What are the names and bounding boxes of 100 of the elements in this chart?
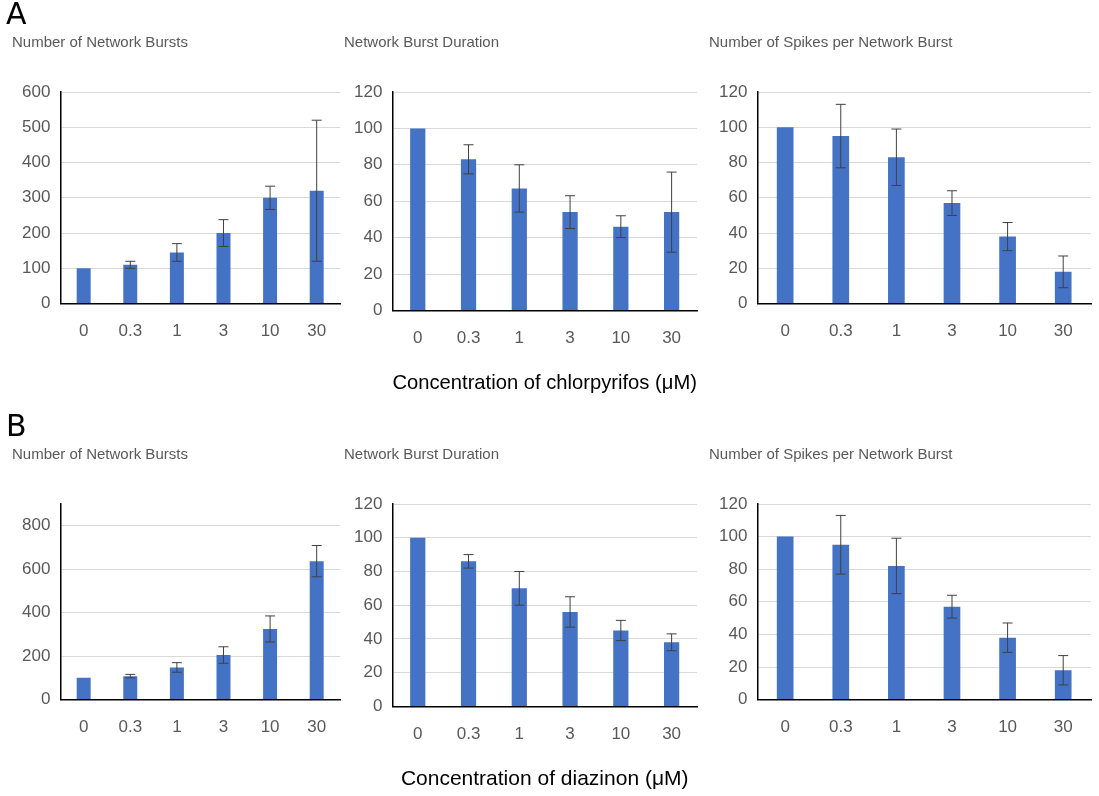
x-tick-label: 0 xyxy=(780,321,790,341)
bar xyxy=(888,565,905,700)
bar xyxy=(76,677,91,700)
bar xyxy=(511,188,527,310)
bar xyxy=(216,655,231,700)
x-tick-label: 3 xyxy=(947,717,957,737)
y-tick-label: 200 xyxy=(21,222,51,242)
bar xyxy=(169,667,184,700)
x-tick-label: 30 xyxy=(1053,717,1073,737)
y-tick-label: 100 xyxy=(21,258,51,278)
y-tick-label: 600 xyxy=(21,81,51,101)
x-tick-label: 10 xyxy=(998,717,1018,737)
x-tick-label: 3 xyxy=(565,724,575,744)
bar xyxy=(123,264,138,304)
bar xyxy=(1054,670,1072,700)
x-tick-label: 3 xyxy=(218,321,229,341)
chart-title: Number of Network Bursts xyxy=(12,445,188,463)
y-tick-label: 40 xyxy=(728,624,748,644)
y-tick-label: 300 xyxy=(21,187,51,207)
x-tick-label: 10 xyxy=(260,717,280,737)
x-tick-label: 0.3 xyxy=(456,724,481,744)
y-tick-label: 0 xyxy=(737,293,748,313)
y-tick-label: 0 xyxy=(40,689,51,709)
x-tick-label: 0.3 xyxy=(118,717,143,737)
y-tick-label: 100 xyxy=(718,116,748,136)
x-tick-label: 0.3 xyxy=(828,321,853,341)
bar xyxy=(562,212,578,310)
bar xyxy=(664,642,680,706)
chart-title: Network Burst Duration xyxy=(344,445,500,463)
y-tick-label: 400 xyxy=(21,152,51,172)
x-tick-label: 0 xyxy=(780,717,790,737)
y-tick-label: 400 xyxy=(21,602,51,622)
bar xyxy=(309,190,324,304)
x-tick-label: 1 xyxy=(514,724,525,744)
chart-title: Number of Spikes per Network Burst xyxy=(709,33,954,51)
chart-title: Number of Spikes per Network Burst xyxy=(709,445,954,463)
y-tick-label: 800 xyxy=(21,515,51,535)
bar xyxy=(943,606,961,700)
x-tick-label: 1 xyxy=(891,321,902,341)
bar xyxy=(410,537,426,706)
y-tick-label: 80 xyxy=(728,558,748,578)
x-tick-label: 0 xyxy=(78,321,89,341)
y-tick-label: 0 xyxy=(737,689,748,709)
y-tick-label: 100 xyxy=(718,526,748,546)
bar xyxy=(664,212,680,310)
x-tick-label: 10 xyxy=(611,724,631,744)
x-tick-label: 3 xyxy=(947,321,957,341)
bar xyxy=(776,127,794,304)
y-tick-label: 0 xyxy=(372,300,383,320)
x-tick-label: 30 xyxy=(662,328,682,348)
y-tick-label: 20 xyxy=(363,263,383,283)
y-tick-label: 60 xyxy=(728,591,748,611)
x-tick-label: 10 xyxy=(611,328,631,348)
y-tick-label: 120 xyxy=(718,493,748,513)
x-tick-label: 0.3 xyxy=(118,321,143,341)
y-tick-label: 60 xyxy=(363,190,383,210)
y-tick-label: 80 xyxy=(363,561,383,581)
y-tick-label: 120 xyxy=(718,81,748,101)
x-tick-label: 1 xyxy=(172,717,182,737)
text: A xyxy=(6,0,27,31)
bar xyxy=(613,226,629,310)
x-tick-label: 3 xyxy=(565,328,575,348)
x-tick-label: 0 xyxy=(78,717,89,737)
bar xyxy=(832,136,850,304)
y-tick-label: 120 xyxy=(353,493,383,513)
y-tick-label: 80 xyxy=(728,152,748,172)
bar xyxy=(832,544,850,700)
x-axis-title: Concentration of diazinon (μM) xyxy=(400,766,689,790)
x-tick-label: 0.3 xyxy=(456,328,481,348)
chart-title: Number of Network Bursts xyxy=(12,33,188,51)
x-tick-label: 1 xyxy=(891,717,902,737)
y-tick-label: 20 xyxy=(363,662,383,682)
y-tick-label: 20 xyxy=(728,258,748,278)
x-tick-label: 10 xyxy=(998,321,1018,341)
bar xyxy=(460,159,477,310)
x-tick-label: 1 xyxy=(514,328,525,348)
bar xyxy=(999,637,1016,700)
bar xyxy=(410,128,426,310)
bar xyxy=(169,252,184,304)
y-tick-label: 80 xyxy=(363,154,383,174)
bar xyxy=(76,268,91,304)
y-tick-label: 40 xyxy=(728,222,748,242)
y-tick-label: 0 xyxy=(40,293,51,313)
bar xyxy=(460,561,477,706)
x-tick-label: 0 xyxy=(413,724,423,744)
bar xyxy=(1054,271,1072,304)
bar xyxy=(943,203,961,304)
bar xyxy=(216,233,231,304)
text: B xyxy=(6,408,27,443)
y-tick-label: 20 xyxy=(728,656,748,676)
y-tick-label: 40 xyxy=(363,227,383,247)
bar xyxy=(511,588,527,706)
x-tick-label: 10 xyxy=(260,321,280,341)
y-tick-label: 40 xyxy=(363,628,383,648)
x-tick-label: 0.3 xyxy=(828,717,853,737)
y-tick-label: 0 xyxy=(372,696,383,716)
y-tick-label: 500 xyxy=(21,116,51,136)
bar xyxy=(999,236,1016,304)
bar xyxy=(263,628,278,700)
y-tick-label: 120 xyxy=(353,81,383,101)
